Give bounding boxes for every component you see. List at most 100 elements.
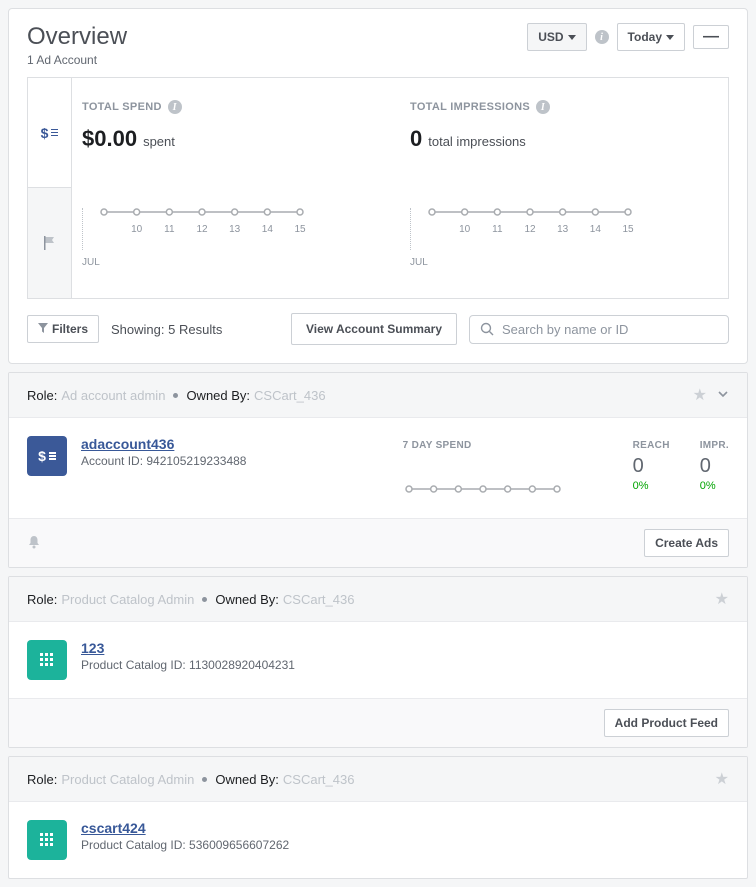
svg-text:11: 11: [164, 224, 175, 235]
account-id-text: Product Catalog ID: 1130028920404231: [81, 658, 295, 672]
reach-pct: 0%: [633, 480, 670, 492]
info-icon[interactable]: i: [595, 30, 609, 44]
grid-icon: [38, 651, 56, 669]
star-icon[interactable]: ★: [715, 589, 729, 609]
role-label: Role:: [27, 592, 57, 607]
metrics-box: $ TOTAL SPEND i $0.00 spent: [27, 77, 729, 299]
role-value: Ad account admin: [61, 388, 165, 403]
total-impressions-value: 0: [410, 126, 422, 152]
date-range-selector[interactable]: Today: [617, 23, 685, 51]
account-name-link[interactable]: cscart424: [81, 820, 146, 836]
account-id-text: Product Catalog ID: 536009656607262: [81, 838, 289, 852]
showing-value: 5 Results: [168, 322, 222, 337]
chart-divider: [410, 208, 411, 250]
svg-text:14: 14: [590, 224, 602, 235]
svg-text:12: 12: [524, 224, 536, 235]
search-icon: [480, 322, 494, 336]
svg-text:13: 13: [557, 224, 569, 235]
card-body: 123 Product Catalog ID: 1130028920404231: [9, 622, 747, 698]
caret-down-icon: [568, 35, 576, 40]
metrics-rail: $: [28, 78, 72, 298]
dollar-list-icon: $: [38, 448, 56, 464]
star-icon[interactable]: ★: [715, 769, 729, 789]
showing-prefix: Showing:: [111, 322, 164, 337]
role-label: Role:: [27, 772, 57, 787]
seven-day-spend-label: 7 DAY SPEND: [403, 440, 603, 451]
info-icon[interactable]: i: [168, 100, 182, 114]
total-impressions-metric: TOTAL IMPRESSIONS i 0 total impressions …: [410, 100, 718, 284]
separator-dot: [202, 777, 207, 782]
chart-month-label: JUL: [82, 257, 100, 268]
account-name-link[interactable]: adaccount436: [81, 436, 174, 452]
search-input[interactable]: [502, 322, 718, 337]
impr-label: IMPR.: [700, 440, 729, 451]
card-footer: Add Product Feed: [9, 698, 747, 747]
card-header: Role: Product Catalog Admin Owned By: CS…: [9, 757, 747, 802]
filters-button[interactable]: Filters: [27, 315, 99, 343]
showing-text: Showing: 5 Results: [111, 322, 222, 337]
toolbar: Filters Showing: 5 Results View Account …: [9, 313, 747, 363]
rail-tab-spend[interactable]: $: [28, 78, 72, 188]
total-impressions-label: TOTAL IMPRESSIONS: [410, 101, 530, 113]
total-spend-metric: TOTAL SPEND i $0.00 spent 101112131415 J…: [82, 100, 390, 284]
rail-tab-flag[interactable]: [28, 188, 72, 298]
card-metrics: 7 DAY SPEND REACH 0 0% IMPR. 0 0%: [403, 436, 729, 500]
result-card: Role: Ad account admin Owned By: CSCart_…: [8, 372, 748, 568]
collapse-button[interactable]: —: [693, 25, 729, 49]
dollar-list-icon: $: [41, 125, 59, 141]
owned-by-value: CSCart_436: [254, 388, 326, 403]
chevron-down-icon[interactable]: [717, 388, 729, 403]
role-label: Role:: [27, 388, 57, 403]
svg-text:15: 15: [622, 224, 634, 235]
card-footer: Create Ads: [9, 518, 747, 567]
card-action-button[interactable]: Create Ads: [644, 529, 729, 557]
separator-dot: [202, 597, 207, 602]
total-impressions-suffix: total impressions: [428, 134, 526, 149]
currency-selector[interactable]: USD: [527, 23, 586, 51]
page-subtitle: 1 Ad Account: [27, 53, 127, 67]
svg-text:12: 12: [196, 224, 208, 235]
card-body: cscart424 Product Catalog ID: 5360096566…: [9, 802, 747, 878]
svg-text:11: 11: [492, 224, 503, 235]
total-spend-suffix: spent: [143, 134, 175, 149]
svg-text:14: 14: [262, 224, 274, 235]
overview-panel: Overview 1 Ad Account USD i Today — $: [8, 8, 748, 364]
info-icon[interactable]: i: [536, 100, 550, 114]
bell-icon[interactable]: [27, 535, 41, 552]
reach-value: 0: [633, 455, 670, 478]
card-action-button[interactable]: Add Product Feed: [604, 709, 729, 737]
owned-by-label: Owned By:: [215, 772, 279, 787]
owned-by-value: CSCart_436: [283, 592, 355, 607]
card-header: Role: Ad account admin Owned By: CSCart_…: [9, 373, 747, 418]
currency-label: USD: [538, 30, 563, 44]
account-id-text: Account ID: 942105219233488: [81, 454, 246, 468]
svg-text:10: 10: [459, 224, 471, 235]
card-type-icon: [27, 820, 67, 860]
card-header: Role: Product Catalog Admin Owned By: CS…: [9, 577, 747, 622]
svg-text:10: 10: [131, 224, 143, 235]
separator-dot: [173, 393, 178, 398]
view-account-summary-button[interactable]: View Account Summary: [291, 313, 457, 345]
result-card: Role: Product Catalog Admin Owned By: CS…: [8, 756, 748, 879]
spend-chart: 101112131415: [82, 202, 390, 242]
star-icon[interactable]: ★: [693, 385, 707, 405]
filters-label: Filters: [52, 322, 88, 336]
caret-down-icon: [666, 35, 674, 40]
seven-day-spend-chart: [403, 481, 603, 500]
role-value: Product Catalog Admin: [61, 772, 194, 787]
grid-icon: [38, 831, 56, 849]
owned-by-label: Owned By:: [186, 388, 250, 403]
result-card: Role: Product Catalog Admin Owned By: CS…: [8, 576, 748, 748]
impr-value: 0: [700, 455, 729, 478]
date-range-label: Today: [628, 30, 662, 44]
role-value: Product Catalog Admin: [61, 592, 194, 607]
svg-text:13: 13: [229, 224, 241, 235]
account-name-link[interactable]: 123: [81, 640, 104, 656]
owned-by-label: Owned By:: [215, 592, 279, 607]
search-box[interactable]: [469, 315, 729, 344]
overview-header: Overview 1 Ad Account USD i Today —: [9, 9, 747, 77]
chart-month-label: JUL: [410, 257, 428, 268]
total-spend-value: $0.00: [82, 126, 137, 152]
page-title: Overview: [27, 23, 127, 51]
total-spend-label: TOTAL SPEND: [82, 101, 162, 113]
